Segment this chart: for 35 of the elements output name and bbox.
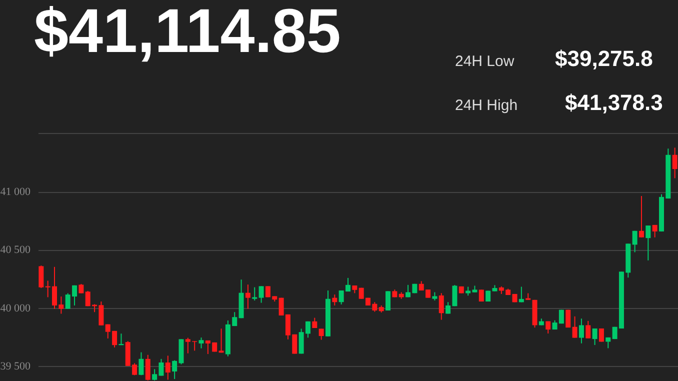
candlestick: [252, 286, 258, 301]
candlestick: [38, 264, 44, 289]
candlestick: [578, 318, 584, 344]
candlestick: [572, 316, 578, 338]
y-tick-label: 40 500: [0, 244, 31, 256]
candlestick: [218, 328, 224, 354]
candlestick: [646, 225, 651, 261]
candlestick: [318, 328, 324, 340]
text: 24H Low: [455, 53, 514, 70]
candlestick: [118, 333, 124, 346]
candlestick: [518, 286, 524, 303]
candlestick: [258, 286, 264, 304]
candlestick: [672, 147, 678, 179]
candlestick: [632, 230, 638, 253]
candlestick: [438, 292, 444, 320]
candlestick: [145, 354, 150, 381]
candlestick: [386, 290, 391, 311]
candlestick: [198, 337, 204, 349]
candlestick: [332, 294, 338, 306]
candlestick: [546, 320, 551, 334]
text: $41,378.3: [565, 90, 663, 115]
text: 24H High: [455, 97, 518, 114]
y-tick-label: 40 000: [0, 302, 31, 314]
candlestick: [165, 355, 170, 380]
candlestick: [78, 283, 84, 294]
text: $39,275.8: [555, 46, 653, 71]
text: $41,114.85: [34, 0, 341, 66]
y-tick-label: 39 500: [0, 360, 31, 372]
candlestick: [245, 284, 250, 310]
candlestick: [652, 224, 658, 238]
y-tick-label: 41 000: [0, 186, 31, 198]
candlestick: [138, 352, 144, 376]
candlestick: [592, 328, 598, 346]
candlestick: [638, 196, 644, 238]
candlestick: [586, 320, 591, 339]
